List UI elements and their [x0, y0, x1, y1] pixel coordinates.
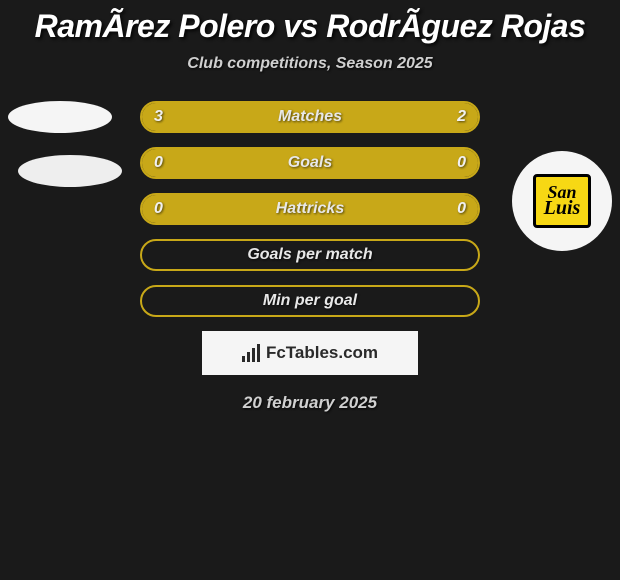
stat-gpm-label: Goals per match: [142, 246, 478, 264]
player1-club-logo-placeholder: [8, 101, 112, 133]
stat-row-matches: 3 Matches 2: [140, 101, 480, 133]
stats-area: San Luis 3 Matches 2 0 Goals 0 0 Hattric…: [0, 101, 620, 413]
stat-hattricks-label: Hattricks: [142, 200, 478, 218]
stat-row-goals-per-match: Goals per match: [140, 239, 480, 271]
stat-row-min-per-goal: Min per goal: [140, 285, 480, 317]
page-subtitle: Club competitions, Season 2025: [0, 55, 620, 73]
stat-matches-label: Matches: [142, 108, 478, 126]
stat-row-hattricks: 0 Hattricks 0: [140, 193, 480, 225]
stat-goals-label: Goals: [142, 154, 478, 172]
san-luis-badge: San Luis: [524, 163, 600, 239]
page-title: RamÃ­rez Polero vs RodrÃ­guez Rojas: [0, 0, 620, 45]
stat-matches-right: 2: [457, 108, 466, 126]
branding-box: FcTables.com: [202, 331, 418, 375]
stat-mpg-label: Min per goal: [142, 292, 478, 310]
player1-club-logo-placeholder-2: [18, 155, 122, 187]
chart-icon: [242, 344, 260, 362]
player2-club-logo: San Luis: [512, 151, 612, 251]
branding-text: FcTables.com: [266, 343, 378, 363]
badge-text-line2: Luis: [544, 200, 581, 217]
stat-hattricks-right: 0: [457, 200, 466, 218]
date-text: 20 february 2025: [0, 393, 620, 413]
stat-goals-right: 0: [457, 154, 466, 172]
stat-row-goals: 0 Goals 0: [140, 147, 480, 179]
